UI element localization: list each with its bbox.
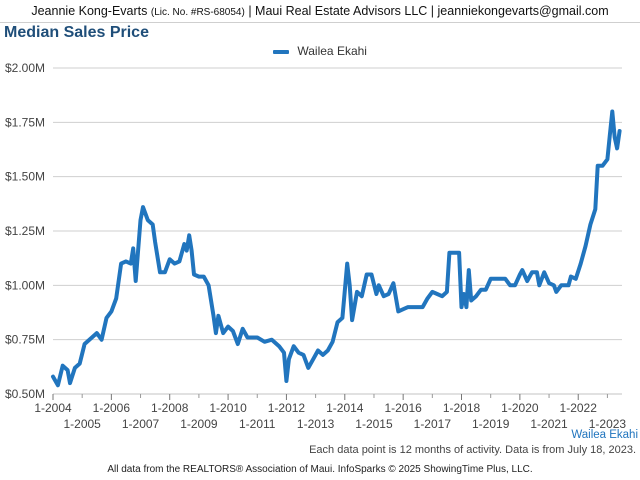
x-tick-label: 1-2008 [151,401,189,415]
y-tick-label: $0.50M [5,387,45,401]
line-chart: $0.50M $0.75M $1.00M $1.25M $1.50M $1.75M $2.0… [5,61,627,431]
x-tick-label: 1-2017 [414,417,452,431]
y-tick-label: $0.75M [5,333,45,347]
x-tick-label: 1-2019 [472,417,510,431]
x-tick-label: 1-2004 [34,401,72,415]
chart-legend[interactable]: Wailea Ekahi [0,44,640,58]
footer-note: Each data point is 12 months of activity… [309,444,636,456]
x-tick-label: 1-2007 [122,417,160,431]
x-tick-label: 1-2021 [530,417,568,431]
x-tick-label: 1-2006 [93,401,131,415]
series-tag: Wailea Ekahi [571,429,638,441]
x-tick-label: 1-2022 [560,401,598,415]
agent-header: Jeannie Kong-Evarts (Lic. No. #RS-68054)… [0,0,640,23]
x-tick-label: 1-2023 [589,417,627,431]
x-tick-label: 1-2015 [355,417,393,431]
license-number: (Lic. No. #RS-68054) [150,7,245,18]
x-tick-label: 1-2009 [180,417,218,431]
series-line [51,109,622,388]
x-tick-label: 1-2005 [63,417,101,431]
company-contact: | Maui Real Estate Advisors LLC | jeanni… [248,4,609,18]
y-tick-label: $1.00M [5,278,45,292]
legend-label: Wailea Ekahi [297,44,367,58]
x-tick-label: 1-2020 [501,401,539,415]
x-tick-label: 1-2013 [297,417,335,431]
chart-title: Median Sales Price [4,24,149,41]
y-tick-label: $1.50M [5,170,45,184]
x-tick-label: 1-2011 [239,417,276,431]
x-tick-label: 1-2014 [326,401,364,415]
x-tick-label: 1-2018 [443,401,481,415]
x-tick-label: 1-2010 [209,401,247,415]
footer-source: All data from the REALTORS® Association … [107,464,533,475]
agent-name: Jeannie Kong-Evarts [31,4,148,18]
y-tick-label: $1.25M [5,224,45,238]
x-tick-label: 1-2012 [268,401,306,415]
y-tick-label: $2.00M [5,61,45,75]
x-tick-label: 1-2016 [384,401,422,415]
legend-swatch-icon [273,49,290,54]
y-tick-label: $1.75M [5,115,45,129]
